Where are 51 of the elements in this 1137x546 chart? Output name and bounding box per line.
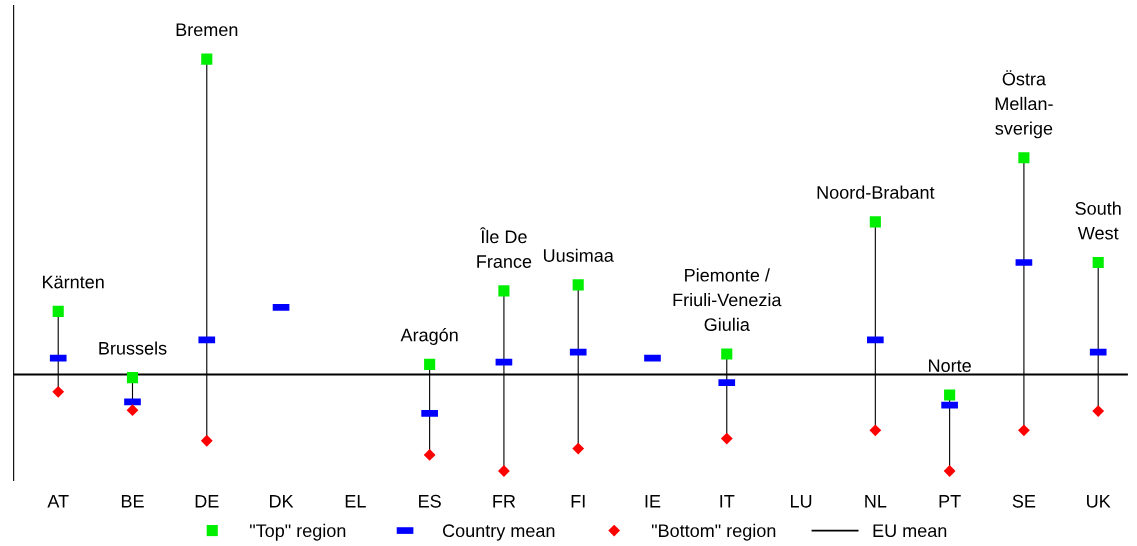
legend-label: "Top" region <box>250 523 346 541</box>
point <box>200 434 213 447</box>
point <box>423 449 436 461</box>
point <box>572 279 584 291</box>
point <box>944 389 956 401</box>
annotation: Bremen <box>176 23 238 37</box>
point <box>52 385 65 398</box>
annotation: Uusimaa <box>543 248 614 262</box>
annotation: Piemonte / Friuli-Venezia Giulia <box>673 268 782 331</box>
annotation: Kärnten <box>43 275 104 289</box>
point <box>720 432 733 445</box>
point <box>424 358 436 370</box>
x-tick-label: LU <box>791 495 812 508</box>
x-tick-label: IT <box>720 495 735 508</box>
x-tick-label: DE <box>195 495 219 508</box>
point <box>1018 424 1030 437</box>
x-tick-label: PT <box>939 495 961 508</box>
point <box>943 465 956 477</box>
x-tick-label: IE <box>645 495 661 508</box>
annotation: Aragón <box>400 327 458 345</box>
x-tick-label: FR <box>493 495 516 508</box>
annotation: Norte <box>929 359 971 372</box>
point <box>498 285 510 297</box>
point <box>1092 405 1105 417</box>
annotation: Östra Mellan- sverige <box>995 70 1053 139</box>
x-tick-label: UK <box>1087 495 1111 508</box>
x-tick-label: NL <box>865 495 887 508</box>
x-tick-label: EL <box>345 495 366 508</box>
x-tick-label: ES <box>419 494 441 508</box>
annotation: Noord-Brabant <box>817 185 935 199</box>
annotation: Brussels <box>99 341 167 355</box>
point <box>52 305 64 317</box>
x-tick-label: AT <box>47 495 69 508</box>
point <box>869 424 882 437</box>
point <box>126 372 139 384</box>
legend-label: EU mean <box>873 524 947 538</box>
annotation: Île De France <box>477 227 532 268</box>
point <box>1018 152 1030 164</box>
point <box>869 216 881 228</box>
legend-label: "Bottom" region <box>651 523 776 541</box>
legend-label: Country mean <box>442 524 555 541</box>
point <box>1092 256 1104 269</box>
point <box>126 404 139 417</box>
point <box>201 53 213 65</box>
x-tick-label: SE <box>1012 494 1036 508</box>
annotation: South West <box>1075 201 1121 240</box>
point <box>572 442 585 455</box>
x-tick-label: DK <box>270 495 294 508</box>
x-tick-label: FI <box>571 495 585 508</box>
point <box>721 348 733 360</box>
x-tick-label: BE <box>121 495 144 508</box>
